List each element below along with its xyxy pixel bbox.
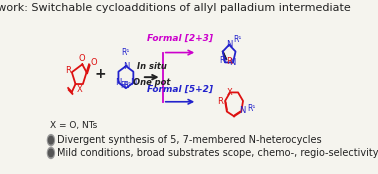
- Text: R¹: R¹: [219, 56, 228, 65]
- Circle shape: [48, 149, 53, 157]
- Text: O: O: [79, 54, 85, 63]
- Text: R¹: R¹: [247, 104, 256, 113]
- Text: This work: Switchable cycloadditions of allyl palladium intermediate: This work: Switchable cycloadditions of …: [0, 3, 351, 13]
- Text: X: X: [76, 85, 82, 94]
- Text: N: N: [130, 78, 136, 87]
- Text: N: N: [123, 62, 129, 71]
- Text: N: N: [115, 78, 122, 87]
- Text: R¹: R¹: [123, 81, 132, 90]
- Text: R¹: R¹: [122, 48, 130, 57]
- Text: O: O: [90, 58, 97, 67]
- Text: In situ: In situ: [137, 62, 167, 71]
- Text: Mild conditions, broad substrates scope, chemo-, regio-selectivity switchable: Mild conditions, broad substrates scope,…: [57, 148, 378, 158]
- Text: Formal [5+2]: Formal [5+2]: [147, 85, 213, 94]
- Text: X = O, NTs: X = O, NTs: [50, 121, 97, 130]
- Text: N: N: [226, 40, 232, 49]
- Text: One pot: One pot: [133, 78, 170, 87]
- Text: R: R: [65, 66, 71, 75]
- Text: N: N: [239, 106, 246, 115]
- Text: R: R: [217, 97, 223, 106]
- Circle shape: [48, 136, 53, 144]
- Text: Divergent synthesis of 5, 7-membered N-heterocycles: Divergent synthesis of 5, 7-membered N-h…: [57, 135, 322, 145]
- Text: R¹: R¹: [234, 35, 242, 44]
- Text: N: N: [229, 58, 235, 67]
- Text: Formal [2+3]: Formal [2+3]: [147, 34, 213, 43]
- Text: X: X: [227, 88, 233, 97]
- Text: R: R: [226, 57, 232, 66]
- Text: +: +: [94, 67, 106, 81]
- Text: R¹: R¹: [120, 81, 129, 90]
